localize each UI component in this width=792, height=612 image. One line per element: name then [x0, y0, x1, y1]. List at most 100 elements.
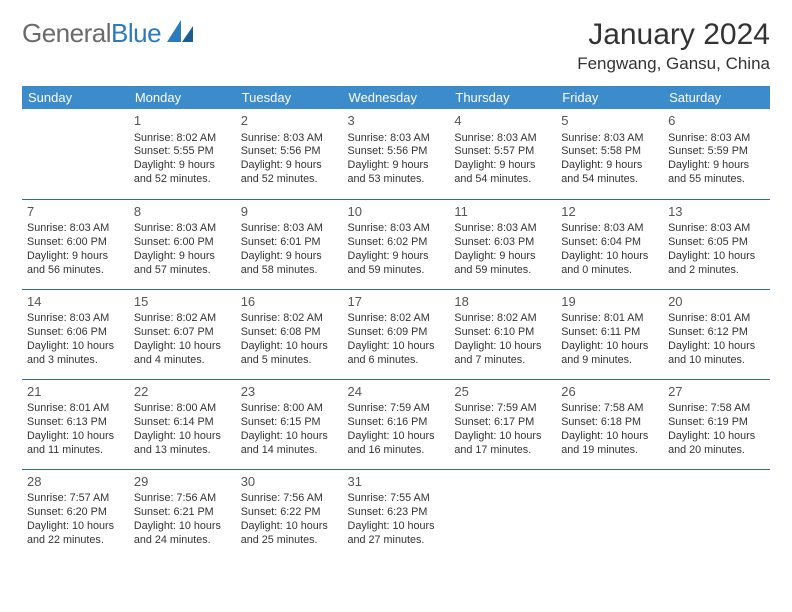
sunrise-text: Sunrise: 7:56 AM: [134, 492, 231, 506]
daylight-text: and 0 minutes.: [561, 264, 658, 278]
daylight-text: Daylight: 9 hours: [241, 159, 338, 173]
day-number: 5: [561, 113, 658, 130]
daylight-text: Daylight: 10 hours: [241, 340, 338, 354]
sunrise-text: Sunrise: 8:03 AM: [561, 222, 658, 236]
day-number: 28: [27, 474, 124, 491]
daylight-text: and 27 minutes.: [348, 534, 445, 548]
daylight-text: Daylight: 10 hours: [27, 340, 124, 354]
day-number: 20: [668, 294, 765, 311]
calendar-day-cell: 22Sunrise: 8:00 AMSunset: 6:14 PMDayligh…: [129, 379, 236, 469]
calendar-empty-cell: [22, 109, 129, 199]
day-number: 19: [561, 294, 658, 311]
header: GeneralBlue January 2024 Fengwang, Gansu…: [22, 18, 770, 74]
daylight-text: Daylight: 9 hours: [348, 250, 445, 264]
day-number: 4: [454, 113, 551, 130]
sunset-text: Sunset: 6:13 PM: [27, 416, 124, 430]
calendar-day-cell: 20Sunrise: 8:01 AMSunset: 6:12 PMDayligh…: [663, 289, 770, 379]
calendar-week-row: 14Sunrise: 8:03 AMSunset: 6:06 PMDayligh…: [22, 289, 770, 379]
brand-text: GeneralBlue: [22, 18, 161, 49]
sunset-text: Sunset: 6:11 PM: [561, 326, 658, 340]
location: Fengwang, Gansu, China: [577, 54, 770, 74]
daylight-text: and 10 minutes.: [668, 354, 765, 368]
daylight-text: Daylight: 10 hours: [27, 430, 124, 444]
daylight-text: and 59 minutes.: [454, 264, 551, 278]
sunrise-text: Sunrise: 8:03 AM: [454, 222, 551, 236]
sunrise-text: Sunrise: 7:58 AM: [561, 402, 658, 416]
calendar-day-cell: 15Sunrise: 8:02 AMSunset: 6:07 PMDayligh…: [129, 289, 236, 379]
daylight-text: Daylight: 10 hours: [348, 430, 445, 444]
daylight-text: and 17 minutes.: [454, 444, 551, 458]
weekday-header: Thursday: [449, 86, 556, 109]
calendar-day-cell: 7Sunrise: 8:03 AMSunset: 6:00 PMDaylight…: [22, 199, 129, 289]
daylight-text: Daylight: 10 hours: [134, 520, 231, 534]
daylight-text: Daylight: 9 hours: [561, 159, 658, 173]
calendar-empty-cell: [556, 469, 663, 559]
day-number: 30: [241, 474, 338, 491]
daylight-text: Daylight: 10 hours: [561, 430, 658, 444]
weekday-header: Wednesday: [343, 86, 450, 109]
daylight-text: and 54 minutes.: [454, 173, 551, 187]
daylight-text: and 5 minutes.: [241, 354, 338, 368]
daylight-text: Daylight: 9 hours: [454, 159, 551, 173]
calendar-day-cell: 1Sunrise: 8:02 AMSunset: 5:55 PMDaylight…: [129, 109, 236, 199]
day-number: 2: [241, 113, 338, 130]
daylight-text: Daylight: 10 hours: [134, 430, 231, 444]
sunset-text: Sunset: 6:23 PM: [348, 506, 445, 520]
calendar-body: 1Sunrise: 8:02 AMSunset: 5:55 PMDaylight…: [22, 109, 770, 559]
calendar-day-cell: 16Sunrise: 8:02 AMSunset: 6:08 PMDayligh…: [236, 289, 343, 379]
brand-sail-icon: [167, 20, 195, 47]
sunrise-text: Sunrise: 8:03 AM: [668, 132, 765, 146]
sunset-text: Sunset: 6:00 PM: [134, 236, 231, 250]
daylight-text: Daylight: 9 hours: [454, 250, 551, 264]
sunset-text: Sunset: 5:58 PM: [561, 145, 658, 159]
weekday-header: Saturday: [663, 86, 770, 109]
sunrise-text: Sunrise: 8:03 AM: [454, 132, 551, 146]
daylight-text: and 56 minutes.: [27, 264, 124, 278]
calendar-day-cell: 26Sunrise: 7:58 AMSunset: 6:18 PMDayligh…: [556, 379, 663, 469]
weekday-header: Tuesday: [236, 86, 343, 109]
sunset-text: Sunset: 5:56 PM: [241, 145, 338, 159]
day-number: 23: [241, 384, 338, 401]
daylight-text: and 9 minutes.: [561, 354, 658, 368]
brand-logo: GeneralBlue: [22, 18, 195, 49]
sunrise-text: Sunrise: 8:02 AM: [454, 312, 551, 326]
calendar-table: SundayMondayTuesdayWednesdayThursdayFrid…: [22, 86, 770, 559]
daylight-text: and 11 minutes.: [27, 444, 124, 458]
sunset-text: Sunset: 6:19 PM: [668, 416, 765, 430]
sunrise-text: Sunrise: 8:03 AM: [27, 312, 124, 326]
calendar-day-cell: 25Sunrise: 7:59 AMSunset: 6:17 PMDayligh…: [449, 379, 556, 469]
daylight-text: Daylight: 10 hours: [348, 340, 445, 354]
sunrise-text: Sunrise: 7:59 AM: [454, 402, 551, 416]
weekday-header: Friday: [556, 86, 663, 109]
sunset-text: Sunset: 6:08 PM: [241, 326, 338, 340]
day-number: 17: [348, 294, 445, 311]
day-number: 29: [134, 474, 231, 491]
month-title: January 2024: [577, 18, 770, 52]
calendar-day-cell: 8Sunrise: 8:03 AMSunset: 6:00 PMDaylight…: [129, 199, 236, 289]
daylight-text: Daylight: 9 hours: [27, 250, 124, 264]
daylight-text: Daylight: 10 hours: [348, 520, 445, 534]
calendar-day-cell: 17Sunrise: 8:02 AMSunset: 6:09 PMDayligh…: [343, 289, 450, 379]
calendar-day-cell: 31Sunrise: 7:55 AMSunset: 6:23 PMDayligh…: [343, 469, 450, 559]
calendar-day-cell: 5 Sunrise: 8:03 AMSunset: 5:58 PMDaylight…: [556, 109, 663, 199]
calendar-day-cell: 11Sunrise: 8:03 AMSunset: 6:03 PMDayligh…: [449, 199, 556, 289]
sunrise-text: Sunrise: 8:03 AM: [561, 132, 658, 146]
sunrise-text: Sunrise: 7:57 AM: [27, 492, 124, 506]
daylight-text: Daylight: 9 hours: [668, 159, 765, 173]
weekday-header: Sunday: [22, 86, 129, 109]
sunset-text: Sunset: 6:07 PM: [134, 326, 231, 340]
calendar-day-cell: 30Sunrise: 7:56 AMSunset: 6:22 PMDayligh…: [236, 469, 343, 559]
sunrise-text: Sunrise: 8:03 AM: [241, 222, 338, 236]
daylight-text: Daylight: 9 hours: [134, 159, 231, 173]
day-number: 16: [241, 294, 338, 311]
daylight-text: and 6 minutes.: [348, 354, 445, 368]
sunset-text: Sunset: 6:20 PM: [27, 506, 124, 520]
day-number: 3: [348, 113, 445, 130]
sunset-text: Sunset: 6:14 PM: [134, 416, 231, 430]
sunset-text: Sunset: 6:12 PM: [668, 326, 765, 340]
sunrise-text: Sunrise: 8:03 AM: [27, 222, 124, 236]
brand-part2: Blue: [111, 18, 161, 48]
daylight-text: Daylight: 10 hours: [561, 250, 658, 264]
day-number: 13: [668, 204, 765, 221]
sunrise-text: Sunrise: 8:03 AM: [241, 132, 338, 146]
